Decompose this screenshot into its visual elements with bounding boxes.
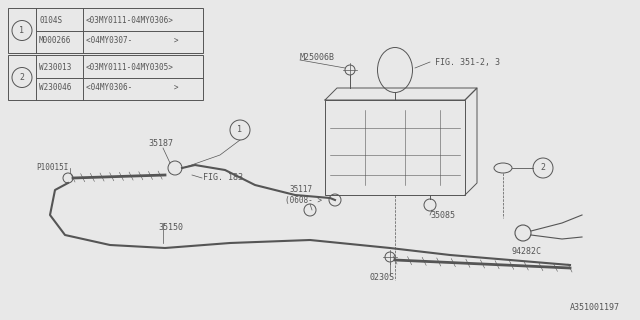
Text: 0230S: 0230S (370, 274, 395, 283)
Bar (325, 100, 465, 195)
Text: <03MY0111-04MY0305>: <03MY0111-04MY0305> (86, 63, 174, 72)
Text: W230013: W230013 (39, 63, 72, 72)
Text: 35187: 35187 (148, 139, 173, 148)
Text: M000266: M000266 (39, 36, 72, 45)
Text: 35150: 35150 (158, 223, 183, 233)
Text: 2: 2 (19, 73, 24, 82)
Text: <04MY0306-         >: <04MY0306- > (86, 83, 179, 92)
Text: FIG. 183: FIG. 183 (203, 173, 243, 182)
Text: 35117: 35117 (290, 186, 313, 195)
Text: 1: 1 (19, 26, 24, 35)
Text: 0104S: 0104S (39, 16, 62, 25)
Text: P10015I: P10015I (36, 164, 68, 172)
Text: 2: 2 (541, 164, 545, 172)
Text: <03MY0111-04MY0306>: <03MY0111-04MY0306> (86, 16, 174, 25)
Text: A351001197: A351001197 (570, 303, 620, 313)
Bar (8, 55, 203, 100)
Text: W230046: W230046 (39, 83, 72, 92)
Text: 94282C: 94282C (512, 247, 542, 257)
Text: (0608- >: (0608- > (285, 196, 322, 204)
Text: FIG. 351-2, 3: FIG. 351-2, 3 (435, 58, 500, 67)
Text: 1: 1 (237, 125, 243, 134)
Text: <04MY0307-         >: <04MY0307- > (86, 36, 179, 45)
Text: M25006B: M25006B (300, 52, 335, 61)
Bar (8, 8, 203, 53)
Text: 35085: 35085 (430, 211, 455, 220)
